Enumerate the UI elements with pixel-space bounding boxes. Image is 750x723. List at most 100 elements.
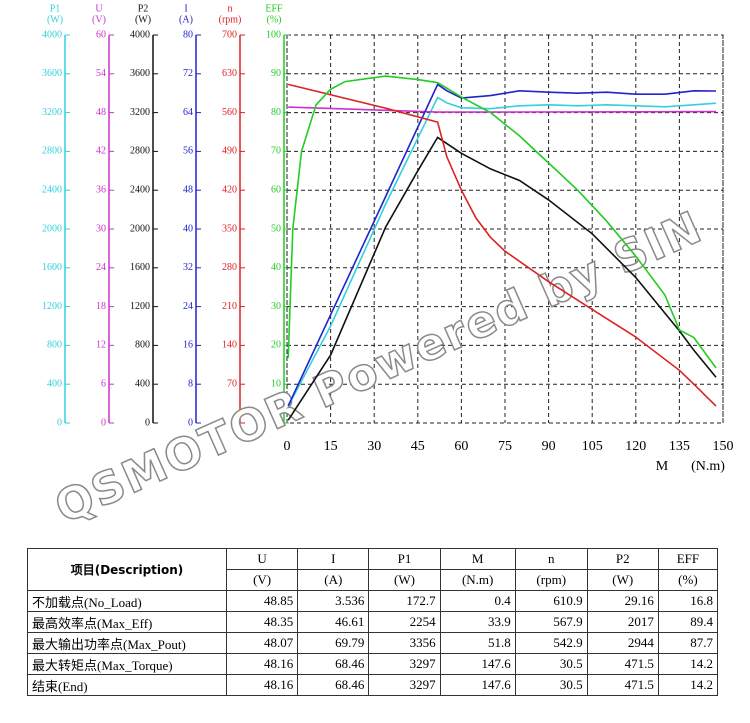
y-tick-label: 100: [266, 29, 281, 40]
y-tick-label: 560: [222, 107, 237, 118]
y-tick-label: 3200: [130, 107, 150, 118]
table-cell: M: [439, 548, 516, 570]
table-row: (V) (A) (W) (N.m) (rpm) (W) (%): [28, 569, 719, 591]
table-cell: (W): [368, 569, 441, 591]
axis-title: U: [95, 3, 103, 14]
table-cell: n: [514, 548, 588, 570]
y-tick-label: 42: [96, 146, 106, 157]
table-cell: 172.7: [368, 590, 441, 612]
x-tick-label: 150: [713, 439, 734, 454]
y-tick-label: 4000: [42, 29, 62, 40]
y-tick-label: 2000: [130, 223, 150, 234]
table-row: 结束(End) 48.16 68.46 3297 147.6 30.5 471.5 14.2: [27, 674, 719, 696]
y-tick-label: 400: [135, 378, 150, 389]
table-cell: 30.5: [514, 653, 588, 675]
y-tick-label: 18: [96, 301, 106, 312]
y-tick-label: 0: [232, 417, 237, 428]
y-tick-label: 30: [96, 223, 106, 234]
y-tick-label: 3600: [42, 68, 62, 79]
table-cell: 68.46: [297, 653, 370, 675]
axis-unit: (W): [47, 14, 63, 25]
table-cell: 14.2: [657, 653, 719, 675]
table-cell: 48.16: [225, 674, 299, 696]
table-cell: 567.9: [514, 611, 588, 633]
y-tick-label: 30: [271, 301, 281, 312]
table-cell: 16.8: [657, 590, 719, 612]
table-cell: 29.16: [586, 590, 659, 612]
curve: [287, 96, 717, 407]
table-cell: 147.6: [439, 674, 516, 696]
table-cell: 14.2: [657, 674, 719, 696]
curve: [287, 83, 717, 407]
table-row: 最大输出功率点(Max_Pout) 48.07 69.79 3356 51.8 542.9…: [27, 632, 719, 654]
table-cell: 3297: [368, 653, 441, 675]
table-cell: 最高效率点(Max_Eff): [27, 611, 227, 633]
y-tick-label: 4000: [130, 29, 150, 40]
y-tick-label: 1600: [130, 262, 150, 273]
y-tick-label: 420: [222, 184, 237, 195]
y-tick-label: 48: [183, 184, 193, 195]
table-row: 最大转矩点(Max_Torque) 48.16 68.46 3297 147.6 30.5…: [27, 653, 719, 675]
table-cell: (rpm): [514, 569, 588, 591]
y-tick-label: 70: [271, 146, 281, 157]
table-cell: 3297: [368, 674, 441, 696]
axis-unit: (W): [135, 14, 151, 25]
table-row: 不加载点(No_Load) 48.85 3.536 172.7 0.4 610.9 29.1…: [27, 590, 719, 612]
curve: [287, 75, 717, 369]
table-cell: 33.9: [439, 611, 516, 633]
x-tick-label: 0: [284, 439, 291, 454]
y-tick-label: 1200: [42, 301, 62, 312]
y-tick-label: 40: [183, 223, 193, 234]
curve: [288, 106, 717, 113]
table-cell: P2: [586, 548, 659, 570]
x-tick-label: 60: [454, 439, 468, 454]
table-cell: 48.07: [225, 632, 299, 654]
y-tick-label: 48: [96, 107, 106, 118]
y-tick-label: 2400: [130, 184, 150, 195]
table-cell: 87.7: [657, 632, 719, 654]
y-tick-label: 8: [188, 378, 193, 389]
y-tick-label: 12: [96, 340, 106, 351]
y-tick-label: 36: [96, 184, 106, 195]
y-tick-label: 2800: [42, 146, 62, 157]
y-tick-label: 210: [222, 301, 237, 312]
y-tick-label: 80: [183, 29, 193, 40]
table-row: 最高效率点(Max_Eff) 48.35 46.61 2254 33.9 567.9 201…: [27, 611, 719, 633]
y-tick-label: 6: [101, 378, 106, 389]
axis-title: P1: [50, 3, 61, 14]
y-tick-label: 0: [276, 417, 281, 428]
x-tick-label: 105: [582, 439, 603, 454]
table-cell: 46.61: [297, 611, 370, 633]
table-cell: 3.536: [297, 590, 370, 612]
y-tick-label: 0: [57, 417, 62, 428]
table-cell: U: [225, 548, 299, 570]
table-cell: 542.9: [514, 632, 588, 654]
table-cell: 2017: [586, 611, 659, 633]
y-tick-label: 80: [271, 107, 281, 118]
x-axis-label: M: [656, 459, 669, 474]
x-tick-label: 30: [367, 439, 381, 454]
axis-title: n: [228, 3, 233, 14]
table-cell: 3356: [368, 632, 441, 654]
y-tick-label: 0: [145, 417, 150, 428]
y-tick-label: 490: [222, 146, 237, 157]
x-tick-label: 75: [498, 439, 512, 454]
y-tick-label: 1600: [42, 262, 62, 273]
axis-unit: (%): [267, 14, 282, 25]
table-cell: 48.16: [225, 653, 299, 675]
y-tick-label: 72: [183, 68, 193, 79]
y-tick-label: 24: [96, 262, 106, 273]
table-cell: 2254: [368, 611, 441, 633]
table-cell: 最大输出功率点(Max_Pout): [27, 632, 227, 654]
y-tick-label: 0: [188, 417, 193, 428]
table-cell: 结束(End): [27, 674, 227, 696]
table-cell: 471.5: [586, 653, 659, 675]
table-cell: 不加载点(No_Load): [27, 590, 227, 612]
y-tick-label: 32: [183, 262, 193, 273]
table-cell: 30.5: [514, 674, 588, 696]
y-tick-label: 2800: [130, 146, 150, 157]
y-tick-label: 40: [271, 262, 281, 273]
